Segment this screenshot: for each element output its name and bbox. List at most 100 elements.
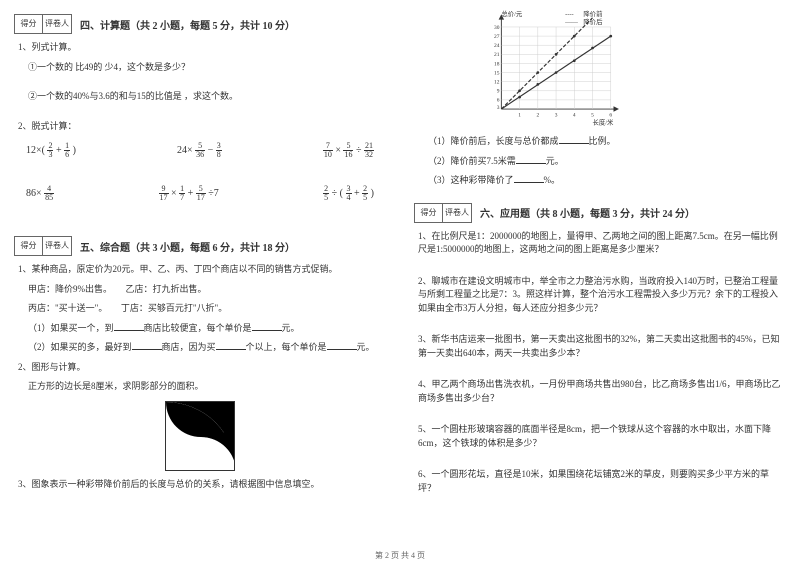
grader-label: 评卷人 xyxy=(43,237,71,255)
left-column: 得分 评卷人 四、计算题（共 2 小题，每题 5 分，共计 10 分） 1、列式… xyxy=(0,0,400,565)
blank[interactable] xyxy=(559,135,589,144)
s5-q1b: 丙店："买十送一"。 丁店：买够百元打"八折"。 xyxy=(28,302,386,316)
score-label: 得分 xyxy=(15,237,43,255)
s4-q1b: ②一个数的40%与3.6的和与15的比值是 ，求这个数。 xyxy=(28,90,386,104)
t: ) xyxy=(73,145,76,156)
calc-row-2: 86× 485 917 × 17 + 517 ÷7 25 ÷ ( 34 + 25… xyxy=(26,185,374,202)
t: 商店，因为买 xyxy=(162,342,216,352)
calc-2-2: 917 × 17 + 517 ÷7 xyxy=(159,185,219,202)
t: 商店比较便宜，每个单价是 xyxy=(144,323,252,333)
t: （2）降价前买7.5米需 xyxy=(428,156,516,166)
svg-text:6: 6 xyxy=(609,112,612,118)
svg-text:3: 3 xyxy=(555,112,558,118)
section5-title: 五、综合题（共 3 小题，每题 6 分，共计 18 分） xyxy=(80,239,295,254)
s6-q4: 4、甲乙两个商场出售洗衣机，一月份甲商场共售出980台，比乙商场多售出1/6，甲… xyxy=(418,378,786,405)
op: ÷ ( xyxy=(332,188,343,199)
section4-title: 四、计算题（共 2 小题，每题 5 分，共计 10 分） xyxy=(80,17,295,32)
svg-text:长度/米: 长度/米 xyxy=(593,118,615,127)
d: 32 xyxy=(364,151,374,159)
section6-title: 六、应用题（共 8 小题，每题 3 分，共计 24 分） xyxy=(480,205,695,220)
d: 16 xyxy=(343,151,353,159)
d: 6 xyxy=(64,151,70,159)
s5-q3: 3、图象表示一种彩带降价前后的长度与总价的关系，请根据图中信息填空。 xyxy=(18,478,386,492)
blank[interactable] xyxy=(516,155,546,164)
op: × xyxy=(171,188,179,199)
blank[interactable] xyxy=(216,341,246,350)
d: 10 xyxy=(323,151,333,159)
t: ) xyxy=(371,188,374,199)
t: 24× xyxy=(177,145,195,156)
s5-q1d: （2）如果买的多，最好到 商店，因为买 个以上，每个单价是 元。 xyxy=(28,341,386,355)
chart-q1: （1）降价前后，长度与总价都成 比例。 xyxy=(428,135,786,149)
t: （2）如果买的多，最好到 xyxy=(28,342,132,352)
svg-text:1: 1 xyxy=(518,112,521,118)
t: 个以上，每个单价是 xyxy=(246,342,327,352)
blank[interactable] xyxy=(252,322,282,331)
s6-q1: 1、在比例尺是1：2000000的地图上，量得甲、乙两地之间的图上距离7.5cm… xyxy=(418,230,786,257)
t: （1）降价前后，长度与总价都成 xyxy=(428,136,559,146)
section6-header: 得分 评卷人 六、应用题（共 8 小题，每题 3 分，共计 24 分） xyxy=(414,203,786,223)
svg-text:27: 27 xyxy=(494,34,500,40)
calc-2-3: 25 ÷ ( 34 + 25 ) xyxy=(323,185,374,202)
svg-text:30: 30 xyxy=(494,25,500,31)
t: 元。 xyxy=(282,323,300,333)
d: 5 xyxy=(323,194,329,202)
svg-text:18: 18 xyxy=(494,61,500,67)
legend-after: —— xyxy=(564,19,578,26)
t: 86× xyxy=(26,188,44,199)
svg-text:24: 24 xyxy=(494,43,500,49)
blank[interactable] xyxy=(132,341,162,350)
t: （1）如果买一个，到 xyxy=(28,323,114,333)
s5-q1a: 甲店：降价9%出售。 乙店：打九折出售。 xyxy=(28,283,386,297)
svg-text:降价后: 降价后 xyxy=(583,17,603,26)
score-cells: 得分 评卷人 xyxy=(14,236,72,256)
d: 3 xyxy=(47,151,53,159)
section5-header: 得分 评卷人 五、综合题（共 3 小题，每题 6 分，共计 18 分） xyxy=(14,236,386,256)
blank[interactable] xyxy=(114,322,144,331)
op: × xyxy=(335,145,343,156)
svg-text:降价前: 降价前 xyxy=(583,9,603,18)
blank[interactable] xyxy=(327,341,357,350)
chart-q2: （2）降价前买7.5米需 元。 xyxy=(428,155,786,169)
score-label: 得分 xyxy=(15,15,43,33)
op: + xyxy=(188,188,196,199)
s6-q5: 5、一个圆柱形玻璃容器的底面半径是8cm，把一个铁球从这个容器的水中取出，水面下… xyxy=(418,423,786,450)
t: 元。 xyxy=(357,342,375,352)
t: 比例。 xyxy=(589,136,616,146)
svg-text:3: 3 xyxy=(497,105,500,111)
blank[interactable] xyxy=(514,174,544,183)
svg-text:6: 6 xyxy=(497,98,500,104)
s4-q2: 2、脱式计算： xyxy=(18,120,386,134)
t: %。 xyxy=(544,175,561,185)
d: 5 xyxy=(362,194,368,202)
op: − xyxy=(208,145,216,156)
page-footer: 第 2 页 共 4 页 xyxy=(0,550,800,561)
d: 17 xyxy=(159,194,169,202)
calc-1-3: 710 × 516 ÷ 2132 xyxy=(323,142,374,159)
svg-text:2: 2 xyxy=(536,112,539,118)
d: 85 xyxy=(44,194,54,202)
op: + xyxy=(354,188,362,199)
svg-text:9: 9 xyxy=(497,89,500,95)
s6-q3: 3、新华书店运来一批图书，第一天卖出这批图书的32%，第二天卖出这批图书的45%… xyxy=(418,333,786,360)
s6-q6: 6、一个圆形花坛，直径是10米，如果围绕花坛铺宽2米的草皮，则要购买多少平方米的… xyxy=(418,468,786,495)
svg-text:5: 5 xyxy=(591,112,594,118)
score-cells: 得分 评卷人 xyxy=(14,14,72,34)
d: 17 xyxy=(196,194,206,202)
chart-q3: （3）这种彩带降价了 %。 xyxy=(428,174,786,188)
s4-q1a: ①一个数的 比49的 少4，这个数是多少？ xyxy=(28,61,386,75)
s6-q2: 2、聊城市在建设文明城市中，举全市之力整治污水购，当政府投入140万时，已整治工… xyxy=(418,275,786,316)
calc-1-1: 12×( 23 + 16 ) xyxy=(26,142,76,159)
t: 元。 xyxy=(546,156,564,166)
calc-2-1: 86× 485 xyxy=(26,185,54,202)
s5-q2: 2、图形与计算。 xyxy=(18,361,386,375)
spiral-figure xyxy=(165,401,235,471)
svg-text:21: 21 xyxy=(494,52,500,58)
t: （3）这种彩带降价了 xyxy=(428,175,514,185)
legend-before: ---- xyxy=(565,11,574,18)
price-chart: 总价/元 ---- 降价前 —— 降价后 3027 xyxy=(474,8,629,128)
score-cells: 得分 评卷人 xyxy=(414,203,472,223)
s4-q1: 1、列式计算。 xyxy=(18,41,386,55)
grader-label: 评卷人 xyxy=(43,15,71,33)
t: ÷7 xyxy=(208,188,219,199)
